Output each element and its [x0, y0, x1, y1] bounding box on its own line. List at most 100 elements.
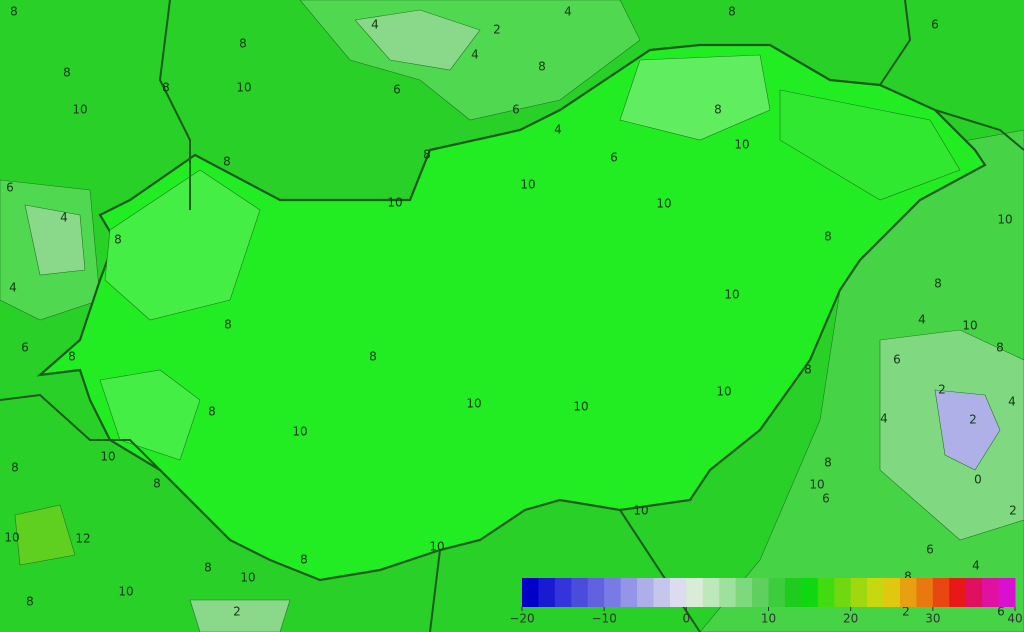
contour-label: 10 — [118, 585, 133, 599]
contour-label: 4 — [471, 48, 479, 62]
contour-label: 2 — [233, 605, 241, 619]
contour-label: 10 — [962, 319, 977, 333]
contour-label: 12 — [75, 532, 90, 546]
contour-label: 2 — [902, 605, 910, 619]
colorbar-segment — [801, 578, 819, 607]
contour-label: 8 — [224, 318, 232, 332]
contour-label: 8 — [204, 561, 212, 575]
colorbar-segment — [554, 578, 572, 607]
colorbar: −20 −10 0 10 20 30 40 — [509, 578, 1023, 626]
colorbar-tick-label: −10 — [592, 612, 617, 626]
colorbar-segment — [620, 578, 638, 607]
contour-label: 0 — [974, 473, 982, 487]
contour-label: 4 — [972, 559, 980, 573]
contour-label: 10 — [387, 196, 402, 210]
contour-label: 10 — [716, 385, 731, 399]
colorbar-segment — [965, 578, 983, 607]
contour-label: 8 — [728, 5, 736, 19]
contour-label: 10 — [809, 478, 824, 492]
contour-label: 8 — [162, 81, 170, 95]
contour-label: 6 — [610, 151, 618, 165]
colorbar-segment — [949, 578, 967, 607]
contour-label: 10 — [4, 531, 19, 545]
colorbar-segment — [883, 578, 901, 607]
contour-label: 8 — [153, 477, 161, 491]
colorbar-tick-label: 0 — [683, 612, 691, 626]
colorbar-segment — [998, 578, 1016, 607]
contour-label: 8 — [538, 60, 546, 74]
contour-label: 8 — [10, 5, 18, 19]
contour-label: 8 — [423, 148, 431, 162]
contour-label: 4 — [554, 123, 562, 137]
contour-label: 10 — [633, 504, 648, 518]
contour-label: 10 — [734, 138, 749, 152]
contour-label: 8 — [208, 405, 216, 419]
contour-label: 6 — [393, 83, 401, 97]
contour-label: 6 — [6, 181, 14, 195]
contour-label: 8 — [996, 341, 1004, 355]
contour-label: 4 — [918, 313, 926, 327]
colorbar-segment — [653, 578, 671, 607]
contour-label: 4 — [880, 412, 888, 426]
contour-label: 4 — [1008, 395, 1016, 409]
colorbar-tick-label: −20 — [509, 612, 534, 626]
contour-label: 10 — [656, 197, 671, 211]
contour-label: 4 — [564, 5, 572, 19]
colorbar-segment — [571, 578, 589, 607]
colorbar-segment — [834, 578, 852, 607]
contour-label: 8 — [300, 553, 308, 567]
contour-label: 10 — [573, 400, 588, 414]
contour-label: 8 — [369, 350, 377, 364]
colorbar-segment — [686, 578, 704, 607]
contour-label: 6 — [997, 605, 1005, 619]
contour-label: 10 — [240, 571, 255, 585]
contour-label: 4 — [371, 18, 379, 32]
colorbar-segment — [637, 578, 654, 607]
hungary-patches — [99, 54, 961, 461]
colorbar-segment — [752, 578, 769, 607]
colorbar-segment — [817, 578, 835, 607]
contour-label: 8 — [26, 595, 34, 609]
contour-label: 2 — [938, 383, 946, 397]
colorbar-segment — [850, 578, 868, 607]
colorbar-segment — [867, 578, 885, 607]
colorbar-segment — [982, 578, 1000, 607]
contour-label: 8 — [934, 277, 942, 291]
contour-label: 4 — [9, 281, 17, 295]
contour-label: 2 — [493, 23, 501, 37]
contour-label: 6 — [893, 353, 901, 367]
contour-label: 6 — [931, 18, 939, 32]
contour-label: 8 — [63, 66, 71, 80]
contour-label: 8 — [824, 230, 832, 244]
contour-label: 8 — [714, 103, 722, 117]
colorbar-segment — [932, 578, 950, 607]
contour-label: 8 — [114, 233, 122, 247]
contour-label: 8 — [239, 37, 247, 51]
colorbar-segment — [768, 578, 786, 607]
contour-label: 8 — [68, 350, 76, 364]
contour-label: 6 — [926, 543, 934, 557]
contour-label: 10 — [997, 213, 1012, 227]
colorbar-segment — [587, 578, 605, 607]
colorbar-segment — [522, 578, 539, 607]
contour-label: 8 — [11, 461, 19, 475]
contour-label: 10 — [520, 178, 535, 192]
contour-label: 8 — [824, 456, 832, 470]
contour-label: 4 — [60, 211, 68, 225]
contour-label: 8 — [904, 570, 912, 584]
contour-label: 10 — [72, 103, 87, 117]
contour-label: 2 — [1009, 504, 1017, 518]
colorbar-tick-label: 40 — [1007, 612, 1022, 626]
contour-label: 10 — [724, 288, 739, 302]
colorbar-tick-label: 30 — [925, 612, 940, 626]
contour-label: 8 — [804, 363, 812, 377]
colorbar-segment — [784, 578, 802, 607]
contour-label: 6 — [512, 103, 520, 117]
contour-label: 10 — [292, 425, 307, 439]
contour-label: 8 — [223, 155, 231, 169]
colorbar-segment — [538, 578, 556, 607]
